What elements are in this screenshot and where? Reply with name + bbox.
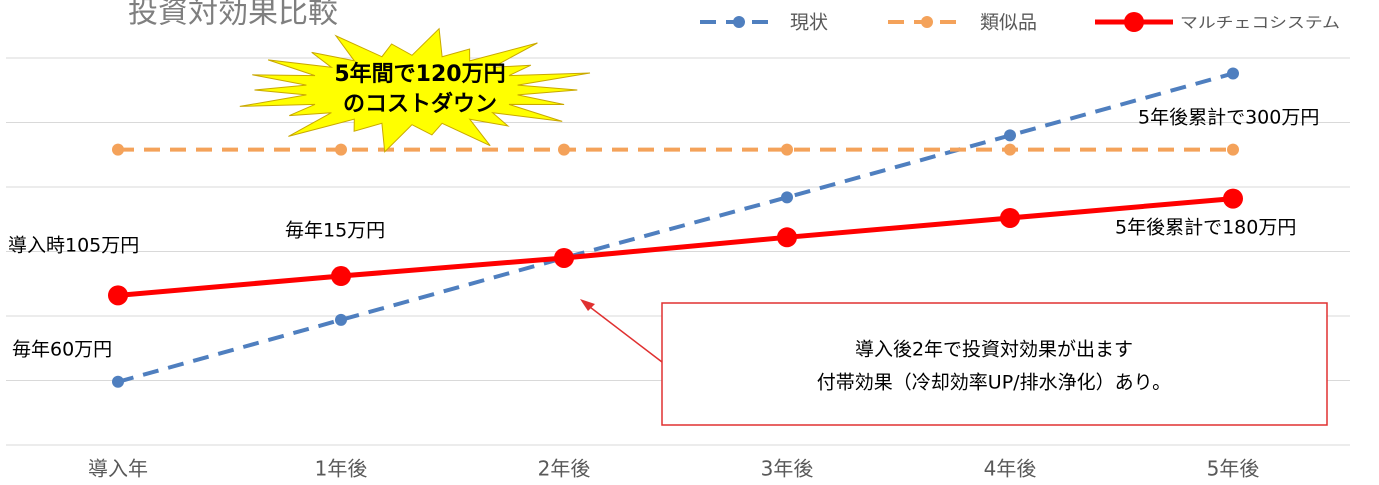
note-box (661, 302, 1328, 426)
legend-marker (1124, 12, 1144, 32)
point (1223, 188, 1243, 209)
arrow (585, 303, 663, 363)
point (1004, 143, 1016, 156)
point (1227, 67, 1239, 80)
legend: 現状 類似品 マルチェコシステム (700, 12, 1340, 34)
annotation: 5年後累計で300万円 (1138, 107, 1319, 129)
point (1000, 207, 1020, 228)
point (781, 143, 793, 156)
point (335, 143, 347, 156)
burst-text: のコストダウン (343, 91, 497, 117)
annotation: 導入時105万円 (8, 235, 139, 257)
burst-text: 5年間で120万円 (334, 61, 505, 87)
note-text: 導入後2年で投資対効果が出ます (855, 339, 1133, 361)
legend-label: 類似品 (980, 12, 1037, 34)
point (112, 143, 124, 156)
point (331, 266, 351, 287)
x-tick-label: 5年後 (1207, 457, 1260, 481)
point (335, 313, 347, 326)
point (554, 247, 574, 268)
x-tick-label: 1年後 (315, 457, 368, 481)
point (1004, 129, 1016, 142)
point (1227, 143, 1239, 156)
point (108, 285, 128, 306)
annotation: 5年後累計で180万円 (1115, 217, 1296, 239)
legend-label: 現状 (790, 12, 828, 34)
x-tick-label: 導入年 (88, 457, 148, 481)
series-line (117, 196, 1234, 298)
point (777, 227, 797, 248)
plot: 導入年 1年後 2年後 3年後 4年後 5年後 (6, 57, 1350, 481)
x-tick-label: 4年後 (984, 457, 1037, 481)
arrow-head (580, 299, 595, 311)
x-tick-label: 3年後 (761, 457, 814, 481)
note-text: 付帯効果（冷却効率UP/排水浄化）あり。 (817, 372, 1171, 394)
legend-marker (921, 16, 933, 28)
annotation: 毎年60万円 (12, 339, 112, 361)
legend-label: マルチェコシステム (1180, 14, 1340, 32)
chart-title: 投資対効果比較 (128, 0, 338, 31)
starburst (239, 27, 591, 153)
series-line (117, 71, 1234, 384)
point (558, 143, 570, 156)
annotation: 毎年15万円 (285, 220, 385, 242)
legend-marker (733, 16, 745, 28)
x-tick-label: 2年後 (538, 457, 591, 481)
point (781, 191, 793, 204)
point (112, 375, 124, 388)
